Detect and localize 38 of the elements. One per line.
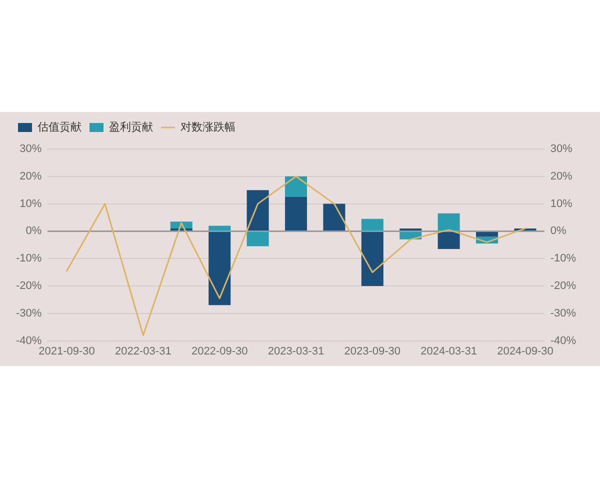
x-tick-label: 2023-03-31 <box>268 345 324 358</box>
bar <box>476 232 498 237</box>
bar <box>208 226 231 230</box>
y2-tick-label: 10% <box>550 198 573 210</box>
y-tick-label: 20% <box>20 170 42 182</box>
y-tick-label: -20% <box>16 280 42 292</box>
bar <box>246 232 269 246</box>
y-tick-label: 10% <box>20 198 42 210</box>
y2-tick-label: -10% <box>550 252 576 265</box>
y2-tick-label: -30% <box>550 307 576 320</box>
y2-tick-label: -40% <box>550 334 576 347</box>
y2-tick-label: 0% <box>550 225 566 238</box>
bar <box>246 190 269 230</box>
bar <box>361 218 384 230</box>
x-tick-label: 2022-09-30 <box>191 345 248 358</box>
bar <box>285 196 308 230</box>
bar <box>361 232 384 286</box>
y-tick-label: 30% <box>20 143 42 156</box>
y2-tick-label: 30% <box>550 143 573 156</box>
y-tick-label: 0% <box>26 225 42 238</box>
y2-tick-label: 20% <box>550 170 573 182</box>
y-tick-label: -40% <box>16 334 42 347</box>
bar <box>208 232 231 306</box>
bar <box>323 204 346 230</box>
x-tick-label: 2024-03-31 <box>420 345 477 358</box>
x-tick-label: 2023-09-30 <box>344 345 401 358</box>
legend-label: 对数涨跌幅 <box>180 120 236 134</box>
y2-tick-label: -20% <box>550 280 576 292</box>
legend-label: 估值贡献 <box>38 120 82 134</box>
bar <box>285 176 308 197</box>
x-tick-label: 2021-09-30 <box>38 345 95 358</box>
y-tick-label: -30% <box>16 307 42 320</box>
bar <box>438 232 460 250</box>
bar <box>438 213 460 230</box>
x-tick-label: 2024-09-30 <box>497 345 554 358</box>
x-tick-label: 2022-03-31 <box>115 345 172 358</box>
y-tick-label: -10% <box>16 252 42 265</box>
legend-label: 盈利贡献 <box>109 120 153 134</box>
